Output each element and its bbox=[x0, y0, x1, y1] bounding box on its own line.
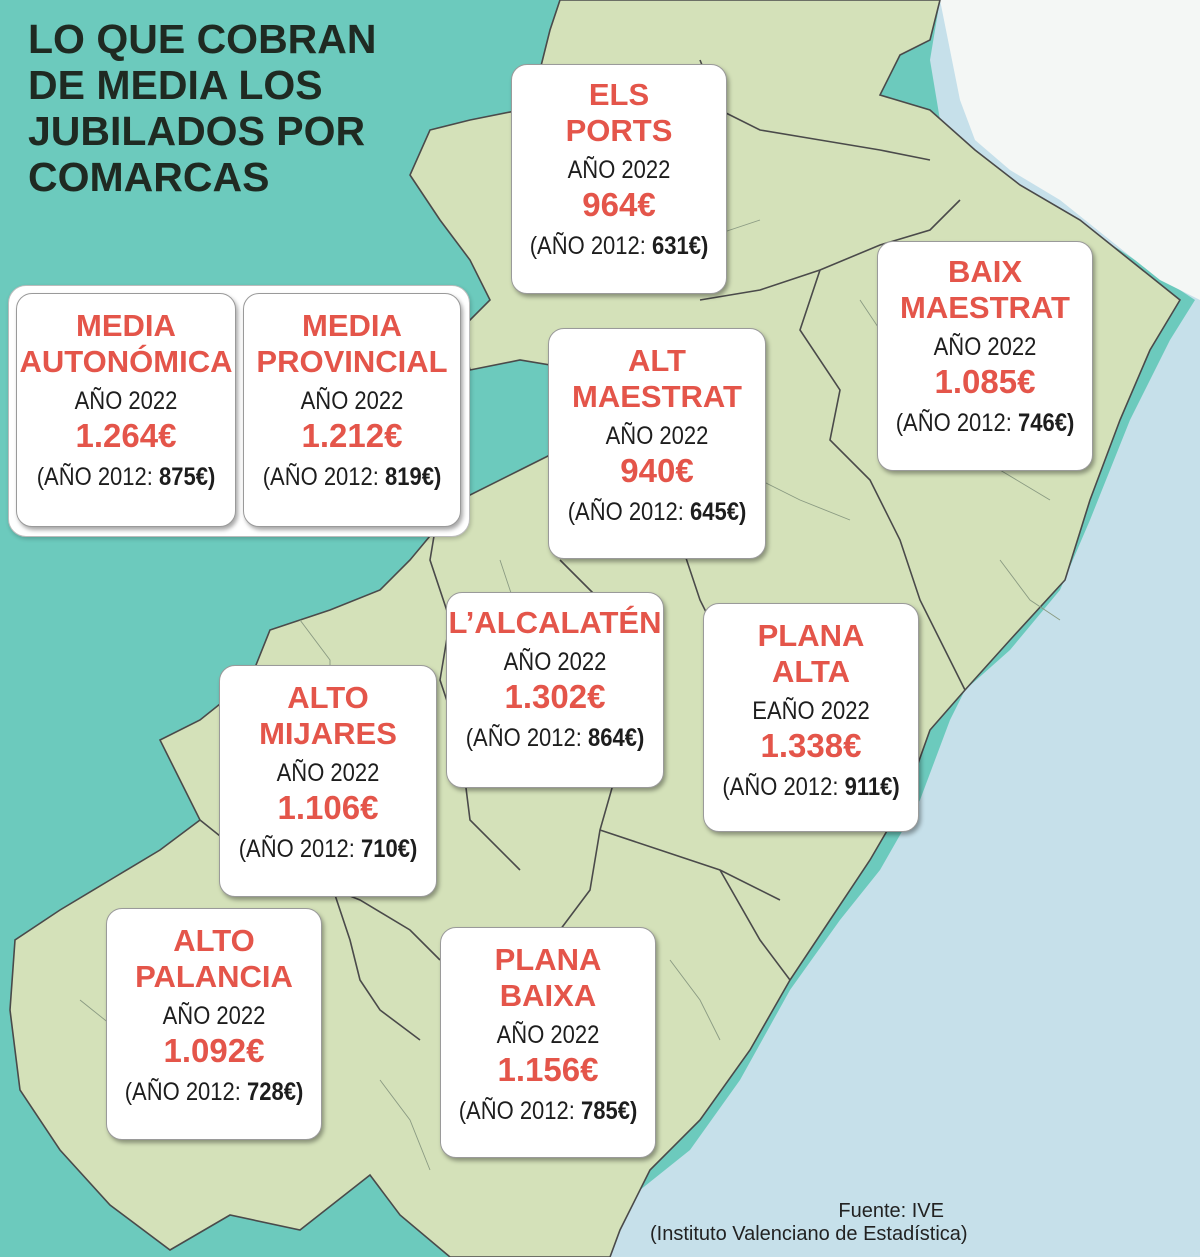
card-name: PROVINCIAL bbox=[256, 344, 448, 379]
card-value: 964€ bbox=[582, 186, 656, 223]
card-name: PLANA bbox=[757, 618, 865, 653]
card-plana-baixa: PLANA BAIXA AÑO 2022 1.156€ (AÑO 2012: 7… bbox=[440, 927, 656, 1158]
card-name: MAESTRAT bbox=[572, 379, 742, 414]
card-name: MIJARES bbox=[259, 716, 397, 751]
border-line bbox=[799, 269, 966, 691]
card-value: 1.212€ bbox=[301, 417, 403, 454]
card-plana-alta: PLANA ALTA EAÑO 2022 1.338€ (AÑO 2012: 9… bbox=[703, 603, 919, 832]
card-name: ALTO bbox=[173, 923, 255, 958]
prev-value: 746€) bbox=[1018, 409, 1075, 437]
card-value: 1.264€ bbox=[75, 417, 177, 454]
card-year: AÑO 2022 bbox=[605, 422, 709, 450]
card-previous: (AÑO 2012: 710€) bbox=[233, 834, 423, 864]
card-value: 1.106€ bbox=[277, 789, 379, 826]
card-name: ELS bbox=[588, 77, 650, 112]
card-value: 940€ bbox=[620, 452, 694, 489]
border-line bbox=[599, 829, 781, 901]
card-year: AÑO 2022 bbox=[276, 759, 380, 787]
source-line-1: Fuente: IVE bbox=[838, 1200, 944, 1222]
card-name: MEDIA bbox=[76, 308, 176, 343]
prev-value: 911€) bbox=[844, 773, 900, 801]
page-title: LO QUE COBRAN DE MEDIA LOS JUBILADOS POR… bbox=[28, 16, 448, 200]
border-line bbox=[669, 959, 721, 1041]
card-name: PORTS bbox=[565, 113, 673, 148]
card-year: EAÑO 2022 bbox=[752, 697, 870, 725]
card-name: AUTONÓMICA bbox=[19, 344, 233, 379]
card-previous: (AÑO 2012: 631€) bbox=[525, 231, 713, 261]
card-previous: (AÑO 2012: 911€) bbox=[717, 772, 905, 802]
card-alto-mijares: ALTO MIJARES AÑO 2022 1.106€ (AÑO 2012: … bbox=[219, 665, 437, 897]
card-media-autonomica: MEDIA AUTONÓMICA AÑO 2022 1.264€ (AÑO 20… bbox=[16, 293, 236, 527]
card-value: 1.085€ bbox=[934, 363, 1036, 400]
border-line bbox=[379, 1079, 431, 1171]
card-year: AÑO 2022 bbox=[162, 1002, 266, 1030]
card-previous: (AÑO 2012: 785€) bbox=[454, 1096, 642, 1126]
prev-label: (AÑO 2012: bbox=[36, 463, 153, 491]
prev-label: (AÑO 2012: bbox=[722, 773, 839, 801]
sea-top-right bbox=[940, 0, 1200, 300]
card-baix-maestrat: BAIX MAESTRAT AÑO 2022 1.085€ (AÑO 2012:… bbox=[877, 241, 1093, 471]
card-name: BAIX bbox=[947, 254, 1023, 289]
card-name: ALTA bbox=[771, 654, 851, 689]
card-previous: (AÑO 2012: 819€) bbox=[257, 462, 447, 492]
border-line bbox=[719, 869, 791, 981]
card-els-ports: ELS PORTS AÑO 2022 964€ (AÑO 2012: 631€) bbox=[511, 64, 727, 294]
border-line bbox=[999, 559, 1061, 621]
prev-label: (AÑO 2012: bbox=[465, 724, 582, 752]
card-value: 1.338€ bbox=[760, 727, 862, 764]
prev-label: (AÑO 2012: bbox=[895, 409, 1012, 437]
title-line: LO QUE COBRAN bbox=[28, 16, 377, 62]
prev-value: 631€) bbox=[652, 232, 709, 260]
card-name: MAESTRAT bbox=[900, 290, 1070, 325]
prev-value: 875€) bbox=[159, 463, 216, 491]
card-value: 1.092€ bbox=[163, 1032, 265, 1069]
prev-value: 728€) bbox=[247, 1078, 304, 1106]
card-name: PLANA bbox=[494, 942, 602, 977]
prev-value: 864€) bbox=[588, 724, 645, 752]
prev-label: (AÑO 2012: bbox=[262, 463, 379, 491]
card-previous: (AÑO 2012: 728€) bbox=[120, 1077, 308, 1107]
prev-label: (AÑO 2012: bbox=[458, 1097, 575, 1125]
card-value: 1.156€ bbox=[497, 1051, 599, 1088]
prev-label: (AÑO 2012: bbox=[567, 498, 684, 526]
sea-mediterranean bbox=[600, 0, 1200, 1257]
card-alto-palancia: ALTO PALANCIA AÑO 2022 1.092€ (AÑO 2012:… bbox=[106, 908, 322, 1140]
title-line: JUBILADOS POR bbox=[28, 108, 366, 154]
prev-label: (AÑO 2012: bbox=[238, 835, 355, 863]
card-year: AÑO 2022 bbox=[300, 387, 404, 415]
prev-label: (AÑO 2012: bbox=[124, 1078, 241, 1106]
title-line: DE MEDIA LOS bbox=[28, 62, 323, 108]
card-name: PALANCIA bbox=[135, 959, 293, 994]
prev-value: 785€) bbox=[581, 1097, 638, 1125]
title-line: COMARCAS bbox=[28, 154, 270, 200]
card-media-provincial: MEDIA PROVINCIAL AÑO 2022 1.212€ (AÑO 20… bbox=[243, 293, 461, 527]
card-value: 1.302€ bbox=[504, 678, 606, 715]
prev-label: (AÑO 2012: bbox=[529, 232, 646, 260]
card-name: BAIXA bbox=[499, 978, 597, 1013]
card-previous: (AÑO 2012: 645€) bbox=[562, 497, 752, 527]
card-name: ALTO bbox=[287, 680, 369, 715]
prev-value: 819€) bbox=[385, 463, 442, 491]
border-line bbox=[329, 879, 421, 1041]
prev-value: 710€) bbox=[361, 835, 418, 863]
card-year: AÑO 2022 bbox=[567, 156, 671, 184]
card-year: AÑO 2022 bbox=[503, 648, 607, 676]
card-name: L’ALCALATÉN bbox=[448, 605, 662, 640]
card-lalcalaten: L’ALCALATÉN AÑO 2022 1.302€ (AÑO 2012: 8… bbox=[446, 592, 664, 788]
border-line bbox=[429, 499, 521, 871]
card-previous: (AÑO 2012: 875€) bbox=[30, 462, 222, 492]
card-name: MEDIA bbox=[302, 308, 402, 343]
source-line-2: (Instituto Valenciano de Estadística) bbox=[650, 1223, 968, 1245]
card-name: ALT bbox=[628, 343, 686, 378]
card-previous: (AÑO 2012: 746€) bbox=[891, 408, 1079, 438]
card-year: AÑO 2022 bbox=[933, 333, 1037, 361]
card-year: AÑO 2022 bbox=[496, 1021, 600, 1049]
prev-value: 645€) bbox=[690, 498, 747, 526]
border-line bbox=[699, 199, 961, 301]
card-previous: (AÑO 2012: 864€) bbox=[460, 723, 650, 753]
card-alt-maestrat: ALT MAESTRAT AÑO 2022 940€ (AÑO 2012: 64… bbox=[548, 328, 766, 559]
card-year: AÑO 2022 bbox=[74, 387, 178, 415]
